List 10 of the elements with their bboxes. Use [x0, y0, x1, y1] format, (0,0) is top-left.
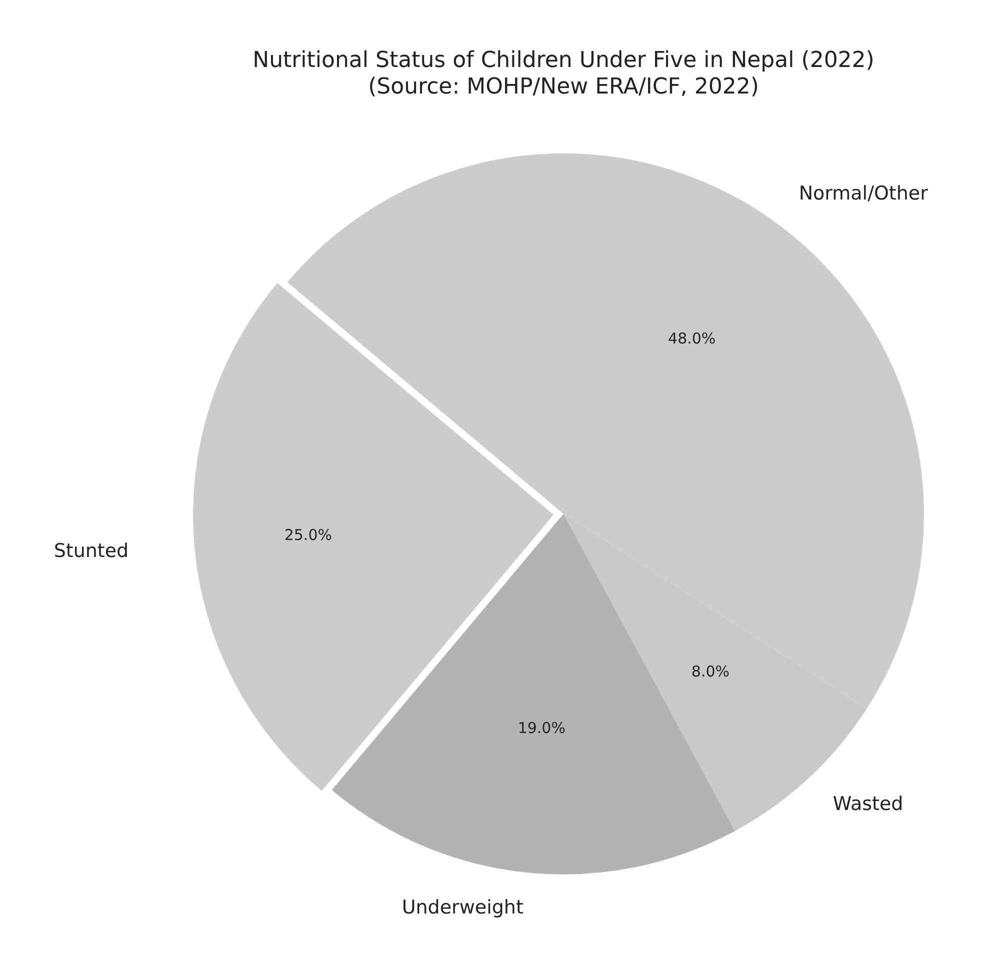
- data-label: 25.0%: [284, 526, 332, 544]
- data-label: 8.0%: [691, 662, 730, 680]
- slice-label: Stunted: [54, 540, 129, 562]
- data-label: 19.0%: [518, 718, 566, 737]
- slice-label: Normal/Other: [798, 182, 928, 205]
- chart-title: Nutritional Status of Children Under Five in Nepal (2022): [252, 48, 874, 73]
- data-label: 48.0%: [668, 330, 716, 348]
- chart-subtitle: (Source: MOHP/New ERA/ICF, 2022): [368, 74, 759, 100]
- slice-label: Underweight: [402, 896, 524, 918]
- slice-label: Wasted: [832, 792, 904, 815]
